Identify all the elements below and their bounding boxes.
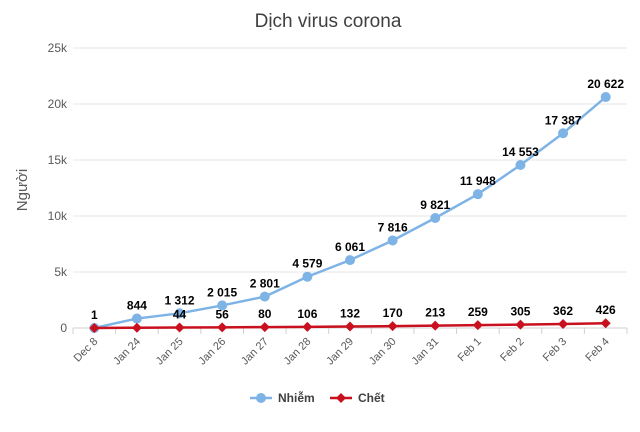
data-point xyxy=(174,308,185,319)
data-label: 305 xyxy=(510,305,530,319)
data-point xyxy=(131,322,142,333)
x-tick-label: Dec 8 xyxy=(72,336,101,365)
y-tick-label: 15k xyxy=(48,153,68,167)
x-tick-label: Jan 31 xyxy=(410,336,442,368)
x-tick-label: Feb 1 xyxy=(456,336,484,364)
data-label: 2 801 xyxy=(250,277,280,291)
data-point xyxy=(302,271,313,282)
data-point xyxy=(600,318,611,329)
series-nhiem: 1 844 1 312 2 015 2 801 4 579 6 061 7 816 9 821 1… xyxy=(89,77,624,333)
data-label: 4 579 xyxy=(292,257,322,271)
data-label: 362 xyxy=(553,304,573,318)
data-point xyxy=(430,320,441,331)
data-point xyxy=(217,300,228,311)
data-point xyxy=(345,321,355,332)
data-point xyxy=(558,128,569,139)
data-label: 259 xyxy=(468,305,488,319)
chart-title: Dịch virus corona xyxy=(255,11,402,32)
y-tick-label: 5k xyxy=(54,265,68,279)
x-tick-label: Feb 3 xyxy=(541,336,569,364)
legend-marker xyxy=(256,393,266,403)
y-tick-label: 10k xyxy=(48,209,68,223)
data-point xyxy=(89,323,100,333)
data-point xyxy=(430,213,441,224)
x-tick-label: Jan 26 xyxy=(196,336,228,368)
data-label: 11 948 xyxy=(460,174,496,188)
x-tick-label: Jan 28 xyxy=(282,336,314,368)
data-point xyxy=(600,92,611,103)
x-tick-label: Feb 4 xyxy=(583,336,611,364)
y-tick-label: 0 xyxy=(60,321,67,335)
series-chet: 44 56 80 106 132 170 213 259 305 362 426 xyxy=(89,303,616,333)
legend-label: Nhiễm xyxy=(278,390,315,405)
data-point xyxy=(472,320,483,331)
data-point xyxy=(259,291,270,302)
legend-marker xyxy=(336,393,346,403)
y-tick-label: 25k xyxy=(48,41,68,55)
x-tick-label: Jan 30 xyxy=(367,336,399,368)
data-point xyxy=(302,321,313,332)
data-label: 6 061 xyxy=(335,240,365,254)
data-point xyxy=(174,322,185,333)
data-label: 14 553 xyxy=(502,145,539,159)
data-label: 844 xyxy=(127,299,147,313)
data-point xyxy=(387,321,398,332)
data-label: 1 312 xyxy=(165,293,195,307)
x-tick-label: Jan 24 xyxy=(111,336,143,368)
data-label: 1 xyxy=(91,308,98,322)
data-point xyxy=(345,255,355,266)
data-point xyxy=(131,313,142,324)
data-point xyxy=(558,318,569,329)
data-point xyxy=(217,322,228,333)
data-point xyxy=(515,160,526,171)
x-tick-label: Feb 2 xyxy=(498,336,526,364)
data-label: 44 xyxy=(173,308,187,322)
data-label: 9 821 xyxy=(420,198,450,212)
y-axis-label: Người xyxy=(14,169,31,211)
data-label: 170 xyxy=(383,306,403,320)
data-label: 7 816 xyxy=(378,220,408,234)
data-label: 106 xyxy=(297,307,317,321)
y-tick-label: 20k xyxy=(48,97,68,111)
data-point xyxy=(472,189,483,200)
data-label: 56 xyxy=(215,307,229,321)
data-label: 426 xyxy=(596,303,616,317)
x-tick-label: Jan 29 xyxy=(324,336,356,368)
data-label: 2 015 xyxy=(207,285,237,299)
x-tick-label: Jan 25 xyxy=(154,336,186,368)
legend-label: Chết xyxy=(358,391,385,405)
data-label: 17 387 xyxy=(545,113,582,127)
data-label: 20 622 xyxy=(587,77,624,91)
data-label: 80 xyxy=(258,307,272,321)
data-label: 213 xyxy=(425,306,445,320)
data-label: 132 xyxy=(340,307,360,321)
x-tick-label: Jan 27 xyxy=(239,336,271,368)
data-point xyxy=(259,322,270,333)
data-point xyxy=(387,235,398,246)
data-point xyxy=(515,319,526,330)
